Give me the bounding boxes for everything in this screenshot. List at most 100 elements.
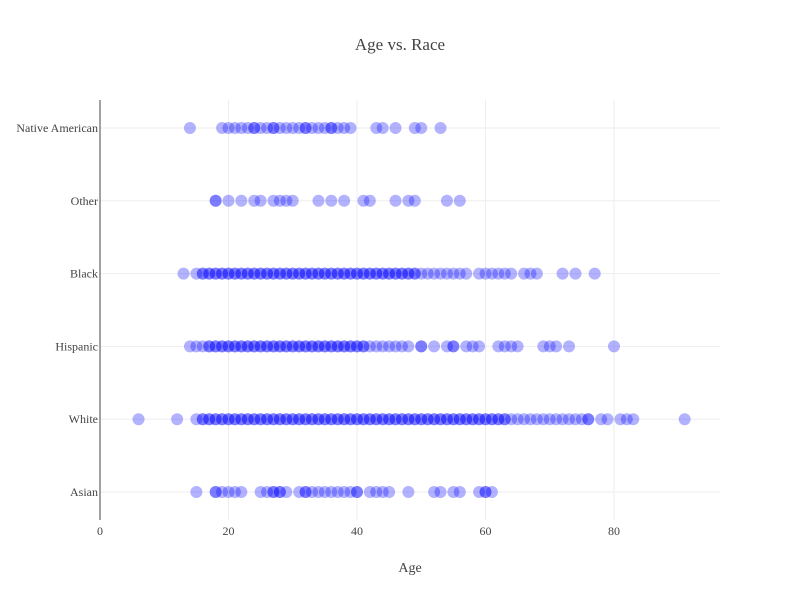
- point-hispanic-44: [331, 340, 344, 353]
- axis-layer: 0 20 40 60 80 Asian White Hispanic Black Other Nat…: [16, 100, 620, 538]
- point-white-75: [428, 413, 441, 426]
- point-white-31: [286, 413, 299, 426]
- point-native-american-20: [318, 122, 331, 134]
- point-black-17: [241, 267, 254, 280]
- point-white-5: [203, 413, 216, 426]
- point-white-26: [267, 413, 280, 426]
- point-hispanic-39: [318, 340, 331, 353]
- point-hispanic-26: [273, 340, 286, 353]
- point-white-20: [248, 413, 261, 426]
- point-white-91: [479, 413, 492, 426]
- point-native-american-16: [299, 122, 312, 134]
- point-hispanic-73: [537, 340, 550, 353]
- point-hispanic-71: [505, 340, 518, 353]
- point-black-18: [248, 267, 261, 280]
- x-tick-label-80: 80: [608, 524, 620, 538]
- point-asian-10: [267, 486, 280, 498]
- point-black-83: [505, 267, 518, 280]
- point-white-28: [273, 413, 286, 426]
- point-native-american-26: [370, 122, 383, 134]
- point-asian-2: [209, 486, 222, 498]
- point-hispanic-34: [299, 340, 312, 353]
- point-white-23: [261, 413, 274, 426]
- point-white-8: [209, 413, 222, 426]
- point-asian-22: [338, 486, 351, 498]
- x-tick-label-20: 20: [222, 524, 234, 538]
- point-white-48: [338, 413, 351, 426]
- point-white-90: [473, 413, 486, 426]
- point-white-110: [575, 413, 588, 426]
- point-white-35: [299, 413, 312, 426]
- point-black-76: [453, 267, 466, 280]
- point-asian-11: [273, 486, 286, 498]
- point-white-112: [582, 413, 595, 426]
- point-asian-29: [383, 486, 396, 498]
- point-black-77: [460, 267, 473, 280]
- point-native-american-24: [338, 122, 351, 134]
- point-white-109: [569, 413, 582, 426]
- point-hispanic-51: [357, 340, 370, 353]
- point-native-american-3: [228, 122, 241, 134]
- point-white-18: [241, 413, 254, 426]
- point-other-3: [235, 194, 248, 207]
- point-black-7: [209, 267, 222, 280]
- point-white-21: [254, 413, 267, 426]
- point-white-69: [408, 413, 421, 426]
- point-hispanic-66: [460, 340, 473, 353]
- point-black-72: [428, 267, 441, 280]
- point-white-19: [248, 413, 261, 426]
- point-white-116: [620, 413, 633, 426]
- point-black-2: [196, 267, 209, 280]
- point-hispanic-74: [543, 340, 556, 353]
- point-hispanic-10: [222, 340, 235, 353]
- point-asian-17: [306, 486, 319, 498]
- point-white-73: [421, 413, 434, 426]
- point-white-105: [543, 413, 556, 426]
- point-black-79: [479, 267, 492, 280]
- point-native-american-13: [280, 122, 293, 134]
- point-asian-7: [254, 486, 267, 498]
- point-hispanic-20: [254, 340, 267, 353]
- point-white-51: [350, 413, 363, 426]
- point-black-88: [569, 267, 582, 280]
- point-black-46: [338, 267, 351, 280]
- x-axis-title: Age: [398, 561, 421, 576]
- point-black-51: [350, 267, 363, 280]
- point-hispanic-0: [183, 340, 196, 353]
- point-black-81: [492, 267, 505, 280]
- point-hispanic-67: [466, 340, 479, 353]
- point-asian-13: [280, 486, 293, 498]
- point-white-57: [370, 413, 383, 426]
- point-hispanic-41: [325, 340, 338, 353]
- point-white-49: [344, 413, 357, 426]
- point-white-12: [222, 413, 235, 426]
- point-native-american-31: [434, 122, 447, 134]
- point-black-21: [254, 267, 267, 280]
- point-asian-16: [299, 486, 312, 498]
- point-white-88: [466, 413, 479, 426]
- point-white-27: [273, 413, 286, 426]
- point-white-56: [363, 413, 376, 426]
- point-white-47: [338, 413, 351, 426]
- point-asian-6: [235, 486, 248, 498]
- point-hispanic-4: [203, 340, 216, 353]
- point-other-8: [280, 194, 293, 207]
- point-black-1: [190, 267, 203, 280]
- point-black-29: [280, 267, 293, 280]
- point-white-41: [318, 413, 331, 426]
- point-native-american-14: [286, 122, 299, 134]
- y-tick-label-black: Black: [70, 267, 98, 281]
- point-black-53: [357, 267, 370, 280]
- point-asian-38: [485, 486, 498, 498]
- point-asian-35: [473, 486, 486, 498]
- point-black-37: [306, 267, 319, 280]
- point-black-47: [338, 267, 351, 280]
- point-black-45: [331, 267, 344, 280]
- point-hispanic-58: [395, 340, 408, 353]
- point-hispanic-56: [383, 340, 396, 353]
- point-asian-33: [447, 486, 460, 498]
- point-black-6: [209, 267, 222, 280]
- y-tick-label-other: Other: [71, 194, 98, 208]
- point-native-american-29: [408, 122, 421, 134]
- point-black-24: [267, 267, 280, 280]
